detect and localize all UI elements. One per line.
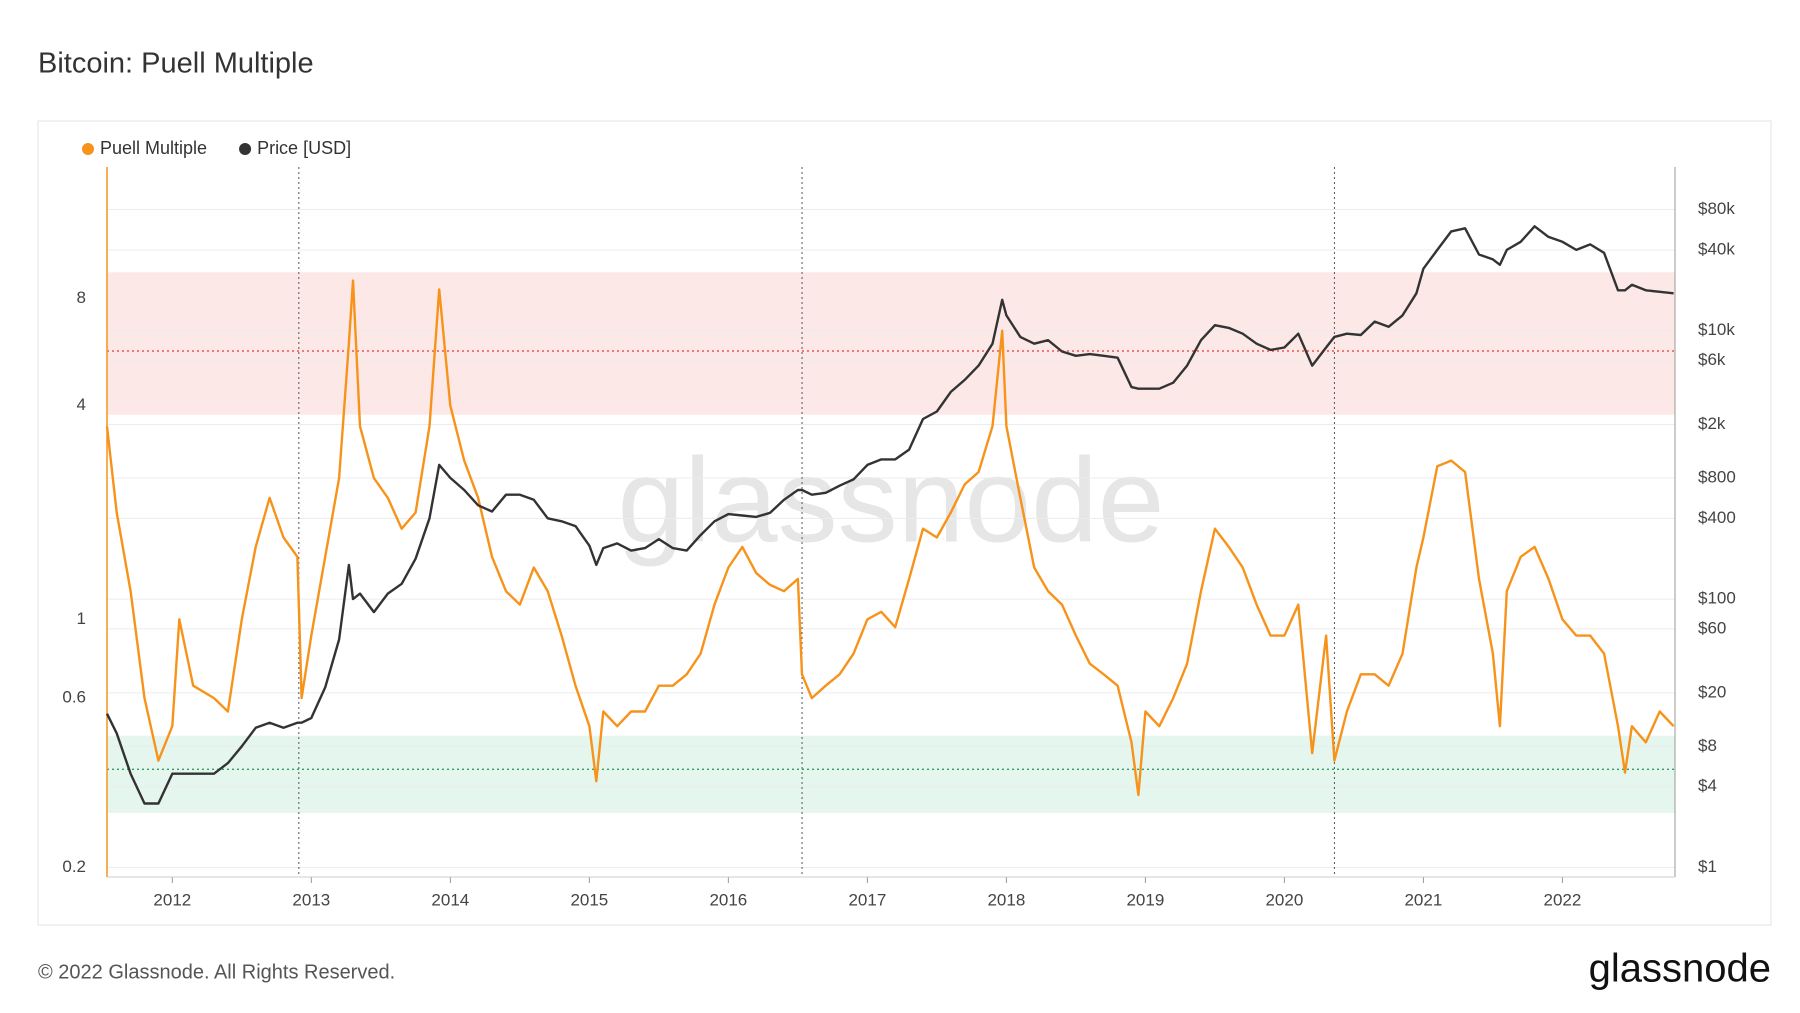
y-tick-label: 0.2 — [62, 857, 86, 876]
y2-tick-label: $1 — [1698, 857, 1717, 876]
x-tick-label: 2014 — [431, 890, 469, 909]
y2-tick-label: $6k — [1698, 350, 1726, 369]
y2-tick-label: $4 — [1698, 776, 1717, 795]
y-tick-label: 0.6 — [62, 688, 86, 707]
y2-tick-label: $8 — [1698, 736, 1717, 755]
zone-band — [107, 272, 1675, 415]
y2-tick-label: $80k — [1698, 199, 1735, 218]
x-tick-label: 2015 — [570, 890, 608, 909]
x-tick-label: 2021 — [1404, 890, 1442, 909]
y2-tick-label: $100 — [1698, 589, 1736, 608]
y2-tick-label: $2k — [1698, 414, 1726, 433]
y-tick-label: 8 — [77, 288, 86, 307]
x-tick-label: 2013 — [292, 890, 330, 909]
series-line — [105, 279, 1675, 797]
y2-tick-label: $60 — [1698, 618, 1726, 637]
y2-tick-label: $20 — [1698, 682, 1726, 701]
y-tick-label: 1 — [77, 609, 86, 628]
zone-band — [107, 735, 1675, 813]
legend-label: Price [USD] — [257, 138, 351, 158]
chart-title: Bitcoin: Puell Multiple — [38, 48, 314, 80]
y2-tick-label: $40k — [1698, 239, 1735, 258]
x-tick-label: 2019 — [1126, 890, 1164, 909]
x-tick-label: 2020 — [1265, 890, 1303, 909]
y2-tick-label: $800 — [1698, 467, 1736, 486]
logo: glassnode — [1589, 947, 1771, 991]
legend-marker — [82, 143, 94, 155]
footer: © 2022 Glassnode. All Rights Reserved. — [38, 961, 395, 983]
x-tick-label: 2018 — [987, 890, 1025, 909]
legend-label: Puell Multiple — [100, 138, 207, 158]
legend-marker — [239, 143, 252, 155]
watermark: glassnode — [617, 434, 1164, 568]
x-tick-label: 2012 — [153, 890, 191, 909]
x-tick-label: 2022 — [1543, 890, 1581, 909]
y-tick-label: 4 — [77, 395, 86, 414]
y2-tick-label: $10k — [1698, 320, 1735, 339]
y2-tick-label: $400 — [1698, 508, 1736, 527]
x-tick-label: 2016 — [709, 890, 747, 909]
series-line — [105, 225, 1674, 805]
x-tick-label: 2017 — [848, 890, 886, 909]
